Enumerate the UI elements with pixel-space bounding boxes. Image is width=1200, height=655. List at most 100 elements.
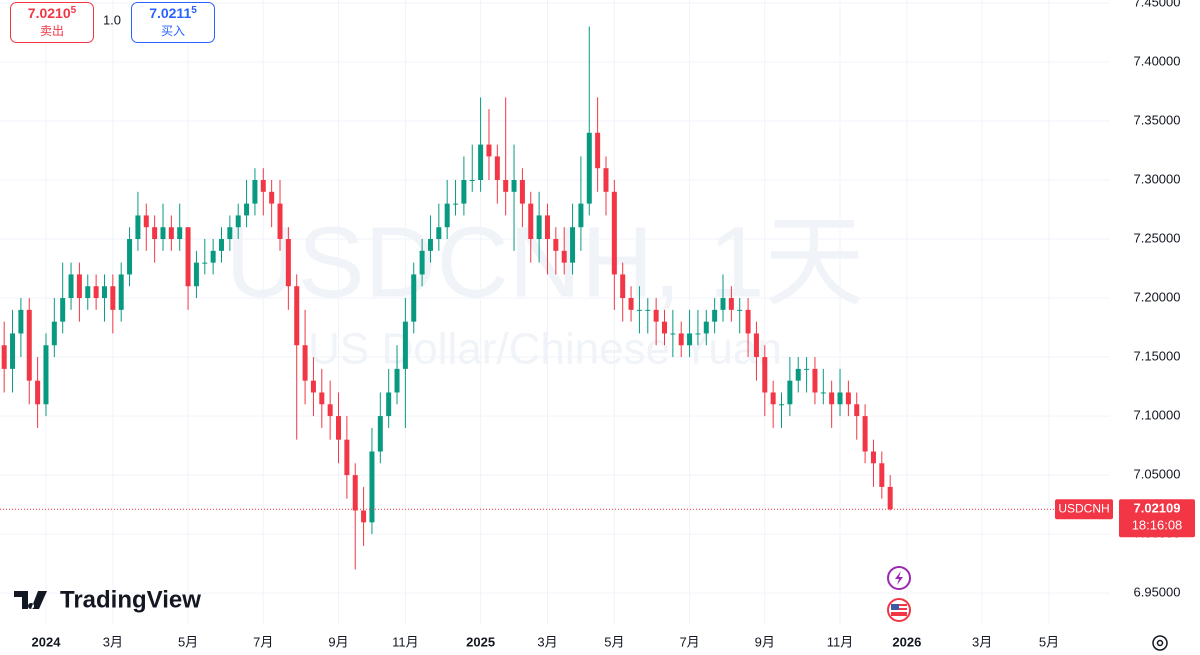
candle-body [695,333,701,335]
settings-button[interactable] [1152,635,1168,651]
buy-button[interactable] [131,2,215,43]
candle-body [787,380,793,405]
candle-body [870,451,876,464]
x-tick-label: 2024 [32,634,62,649]
candle-body [177,227,183,240]
candle-body [661,321,667,334]
candle-body [862,416,868,452]
candle-body [553,239,559,251]
candle-body [436,227,442,240]
candle-body [737,309,743,311]
x-tick-label: 11月 [392,634,419,649]
candle-body [10,333,16,369]
order-panel: 7.02105 卖出 1.0 7.02115 买入 [10,2,215,43]
candle-body [402,321,408,369]
quantity[interactable]: 1.0 [103,12,121,27]
candle-body [202,262,208,264]
buy-pip: 5 [191,5,197,16]
candle-body [310,380,316,393]
candle-body [193,262,199,287]
candle-body [469,180,475,182]
candle-body [670,333,676,335]
candle-body [845,392,851,405]
candle-body [812,368,818,393]
candle-body [728,298,734,310]
countdown: 18:16:08 [1132,518,1183,533]
settings-gear-hub [1156,639,1164,647]
event-icon-glyph [895,571,903,585]
candle-body [386,392,392,417]
candle-body [595,132,601,169]
candle-body [570,227,576,263]
candle-body [269,191,275,204]
candle-body [645,309,651,311]
candle-body [336,416,342,440]
y-tick-label: 6.95000 [1134,585,1181,600]
price-tag [1119,499,1195,538]
candle-body [294,286,300,346]
candle-body [344,439,350,476]
candle-body [168,227,174,240]
candle-body [18,309,24,334]
candle-body [494,156,500,181]
candle-body [603,168,609,192]
candle-body [820,392,826,394]
y-tick-label: 7.40000 [1134,53,1181,68]
y-tick-label: 7.30000 [1134,171,1181,186]
y-tick-label: 7.15000 [1134,348,1181,363]
candle-body [561,250,567,263]
flag-stripe [891,610,907,612]
flag-canton [891,604,899,610]
symbol-tag [1055,499,1113,520]
candle-body [51,321,57,346]
logo: TradingView [14,586,201,613]
candle-body [210,250,216,263]
candle-body [586,132,592,204]
x-tick-label: 3月 [103,634,123,649]
candle-body [419,250,425,275]
candle-body [352,475,358,511]
candle-body [687,333,693,346]
candle-body [879,463,885,487]
candle-body [837,392,843,405]
event-icons [887,566,911,622]
candle-body [611,191,617,275]
candle-body [110,286,116,310]
buy-label: 买入 [161,24,185,38]
x-tick-label: 7月 [253,634,273,649]
watermark-description: US Dollar/Chinese Yuan [308,325,782,374]
candle-series [1,26,893,570]
sell-price-main: 7.0210 [28,5,71,21]
candle-body [43,345,49,405]
candle-body [578,203,584,228]
candle-body [762,357,768,393]
logo-text: TradingView [60,586,201,613]
y-tick-label: 7.45000 [1134,0,1181,9]
candle-body [829,392,835,405]
candle-body [101,286,107,299]
candle-body [795,368,801,381]
candle-body [653,309,659,322]
x-tick-label: 7月 [679,634,699,649]
x-tick-label: 2026 [892,634,921,649]
candle-body [703,321,709,334]
candle-body [227,227,233,240]
candle-body [528,203,534,240]
candle-body [319,392,325,405]
candle-body [68,274,74,299]
candle-body [369,451,375,523]
candle-body [285,239,291,287]
candle-body [444,203,450,228]
y-tick-label: 7.35000 [1134,112,1181,127]
candle-body [260,180,266,192]
candle-body [185,227,191,287]
candle-body [461,180,467,204]
sell-button[interactable] [10,2,94,43]
candle-body [503,180,509,192]
candle-body [745,309,751,334]
candle-body [218,239,224,251]
candle-body [620,274,626,299]
candle-body [720,298,726,310]
